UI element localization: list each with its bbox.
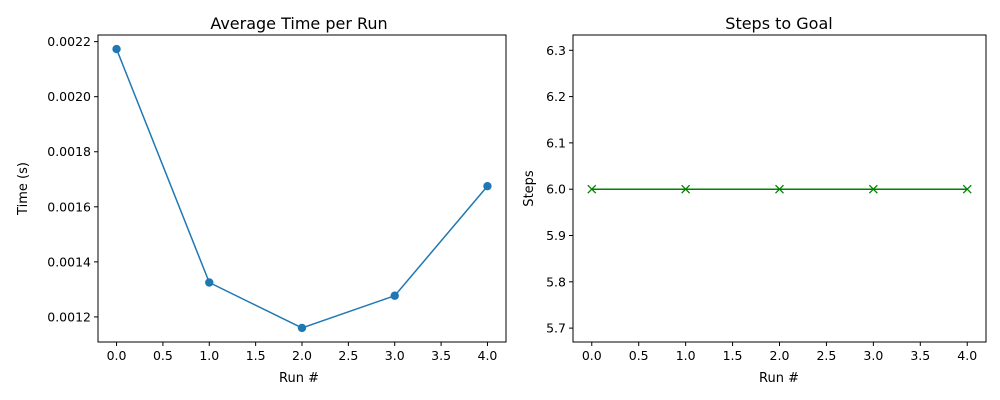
x-tick-label: 3.0: [863, 348, 883, 363]
y-tick-label: 6.3: [546, 43, 566, 58]
x-tick-label: 2.0: [292, 348, 312, 363]
x-tick-label: 2.5: [816, 348, 836, 363]
x-tick-label: 0.5: [153, 348, 173, 363]
chart-title: Average Time per Run: [210, 14, 387, 33]
y-axis-label: Time (s): [16, 162, 31, 216]
y-tick-label: 0.0022: [47, 34, 91, 49]
data-point: [390, 291, 399, 300]
data-point: [681, 184, 691, 194]
y-tick-label: 6.1: [546, 135, 566, 150]
data-point: [112, 44, 121, 54]
x-tick-label: 2.0: [770, 348, 790, 363]
y-ticks: 0.0012 0.0014 0.0016 0.0018 0.0020 0.0022: [47, 34, 98, 324]
y-tick-label: 0.0016: [47, 199, 91, 214]
series-layer: [112, 44, 492, 333]
y-tick-label: 6.0: [546, 182, 566, 197]
x-tick-label: 1.5: [723, 348, 743, 363]
x-tick-label: 0.0: [582, 348, 602, 363]
x-tick-label: 3.0: [385, 348, 405, 363]
data-point: [205, 278, 214, 287]
x-tick-label: 0.0: [107, 348, 127, 363]
y-tick-label: 6.2: [546, 89, 566, 104]
y-tick-label: 5.9: [546, 228, 566, 243]
x-ticks: 0.0 0.5 1.0 1.5 2.0 2.5 3.0 3.5 4.0: [107, 342, 498, 363]
data-point: [868, 184, 878, 194]
data-point: [483, 181, 492, 191]
x-tick-label: 0.5: [629, 348, 649, 363]
x-tick-label: 1.5: [246, 348, 266, 363]
x-tick-label: 4.0: [957, 348, 977, 363]
y-tick-label: 5.7: [546, 321, 566, 336]
x-tick-label: 1.0: [199, 348, 219, 363]
plot-area-frame: [97, 34, 507, 343]
data-point: [297, 323, 307, 333]
y-tick-label: 0.0020: [47, 89, 91, 104]
x-ticks: 0.0 0.5 1.0 1.5 2.0 2.5 3.0 3.5 4.0: [582, 342, 977, 363]
chart-title: Steps to Goal: [725, 14, 832, 33]
data-point: [962, 184, 972, 194]
y-tick-label: 0.0018: [47, 144, 91, 159]
chart-steps-to-goal: Steps to Goal Run # Steps 0.0 0.5 1.0 1.5 2.…: [522, 14, 987, 386]
y-axis-label: Steps: [522, 170, 537, 207]
x-tick-label: 2.5: [338, 348, 358, 363]
y-tick-label: 0.0014: [47, 254, 91, 269]
data-point: [587, 184, 597, 194]
series-layer: [587, 184, 972, 194]
chart-average-time: Average Time per Run Run # Time (s) 0.0 0…: [16, 14, 507, 386]
data-point: [775, 184, 784, 194]
x-tick-label: 4.0: [478, 348, 498, 363]
x-tick-label: 3.5: [910, 348, 930, 363]
y-tick-label: 0.0012: [47, 309, 91, 324]
x-tick-label: 1.0: [676, 348, 696, 363]
series-line: [115, 48, 489, 329]
x-axis-label: Run #: [759, 371, 799, 386]
y-ticks: 5.7 5.8 5.9 6.0 6.1 6.2 6.3: [546, 43, 573, 336]
x-tick-label: 3.5: [431, 348, 451, 363]
y-tick-label: 5.8: [546, 274, 566, 289]
x-axis-label: Run #: [279, 371, 319, 386]
